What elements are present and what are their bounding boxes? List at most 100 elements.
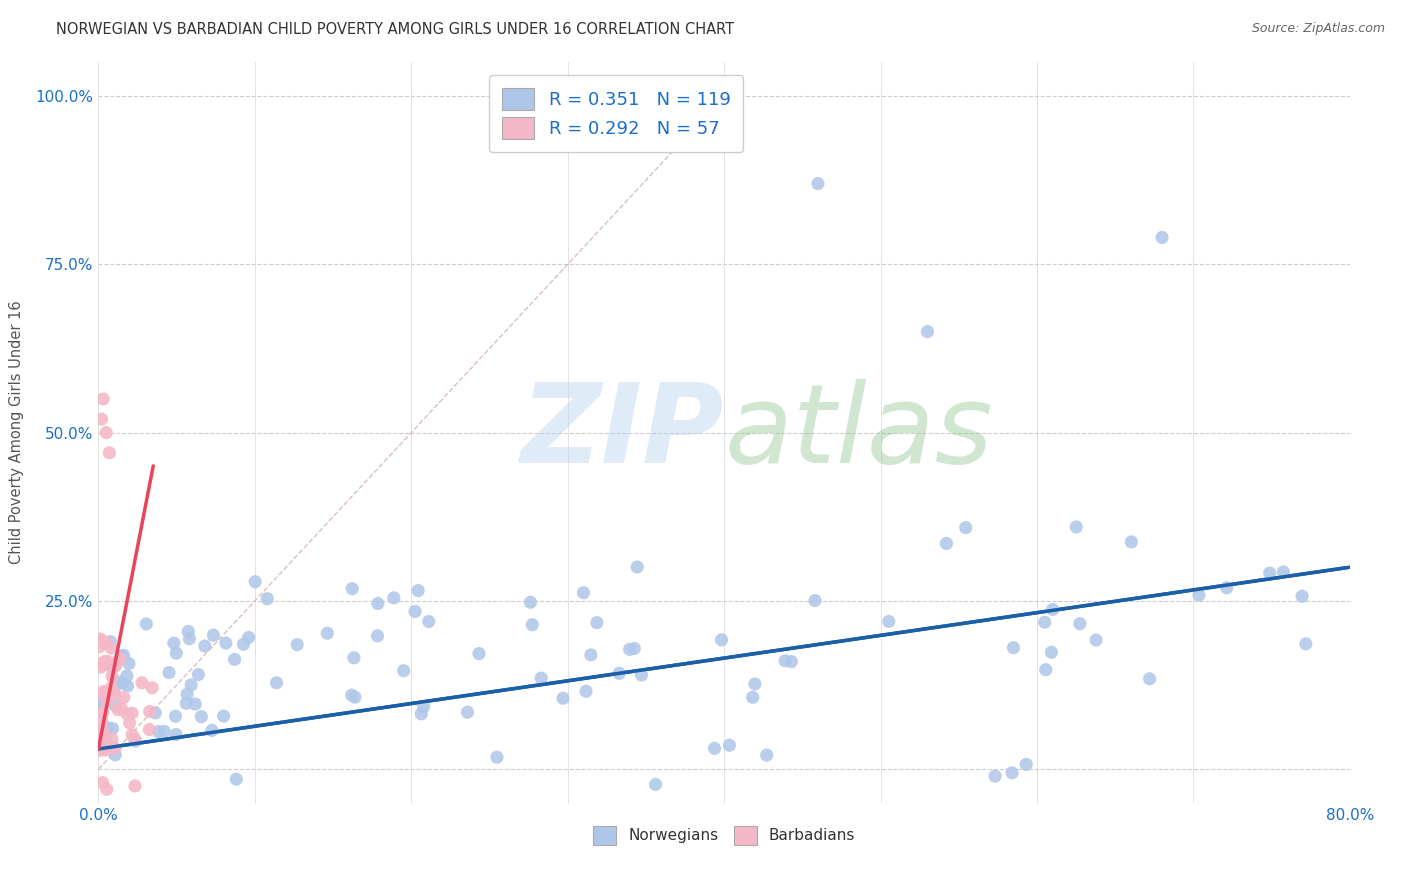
Point [741,690,763,705]
Point [367,629,389,643]
Point [176,696,198,710]
Point [89,632,111,647]
Point [392,664,415,678]
Point [1040,645,1063,659]
Point [90,729,112,743]
Point [718,738,741,752]
Text: NORWEGIAN VS BARBADIAN CHILD POVERTY AMONG GIRLS UNDER 16 CORRELATION CHART: NORWEGIAN VS BARBADIAN CHILD POVERTY AMO… [56,22,734,37]
Point [187,667,209,681]
Point [112,648,135,663]
Point [101,669,124,683]
Point [141,681,163,695]
Point [1295,637,1317,651]
Point [418,615,440,629]
Point [89,736,111,750]
Point [148,724,170,739]
Point [96,654,118,668]
Point [202,628,225,642]
Text: atlas: atlas [724,379,993,486]
Point [90,697,112,711]
Point [121,728,143,742]
Point [619,642,641,657]
Point [457,705,479,719]
Point [1121,535,1143,549]
Point [96,694,118,708]
Point [194,639,217,653]
Point [1001,765,1024,780]
Point [343,690,366,705]
Point [340,582,363,596]
Point [530,671,553,685]
Point [623,641,645,656]
Point [100,641,122,656]
Point [165,646,187,660]
Point [117,679,139,693]
Point [111,676,134,690]
Point [190,709,212,723]
Point [1291,589,1313,603]
Point [101,722,124,736]
Point [93,684,115,698]
Point [176,687,198,701]
Point [744,677,766,691]
Point [104,747,127,762]
Point [575,684,598,698]
Point [91,657,114,671]
Point [238,631,260,645]
Point [91,775,114,789]
Point [96,737,118,751]
Y-axis label: Child Poverty Among Girls Under 16: Child Poverty Among Girls Under 16 [10,301,24,565]
Point [101,732,124,747]
Point [804,593,827,607]
Text: Source: ZipAtlas.com: Source: ZipAtlas.com [1251,22,1385,36]
Point [755,747,778,762]
Point [572,585,595,599]
Point [94,655,117,669]
Point [406,583,429,598]
Point [98,446,121,460]
Point [630,668,652,682]
Point [163,636,186,650]
Point [807,177,830,191]
Point [90,687,112,701]
Point [232,637,254,651]
Point [124,734,146,748]
Point [177,624,200,639]
Point [94,636,117,650]
Point [485,750,508,764]
Point [97,657,120,672]
Point [285,638,308,652]
Point [607,666,630,681]
Point [118,657,141,671]
Point [108,675,131,690]
Point [773,654,796,668]
Point [93,732,115,747]
Point [98,634,121,648]
Point [955,520,977,534]
Text: ZIP: ZIP [520,379,724,486]
Point [104,741,127,756]
Point [256,591,278,606]
Point [243,574,266,589]
Point [104,658,127,673]
Point [90,692,112,706]
Point [138,705,160,719]
Point [343,650,366,665]
Point [118,715,141,730]
Point [180,678,202,692]
Point [780,655,803,669]
Point [382,591,405,605]
Point [94,732,117,747]
Point [135,616,157,631]
Point [519,595,541,609]
Point [93,729,115,743]
Point [100,681,122,695]
Point [121,706,143,721]
Point [411,706,433,721]
Point [91,723,114,737]
Point [710,632,733,647]
Point [89,633,111,648]
Point [90,412,112,426]
Point [184,697,207,711]
Point [225,772,247,787]
